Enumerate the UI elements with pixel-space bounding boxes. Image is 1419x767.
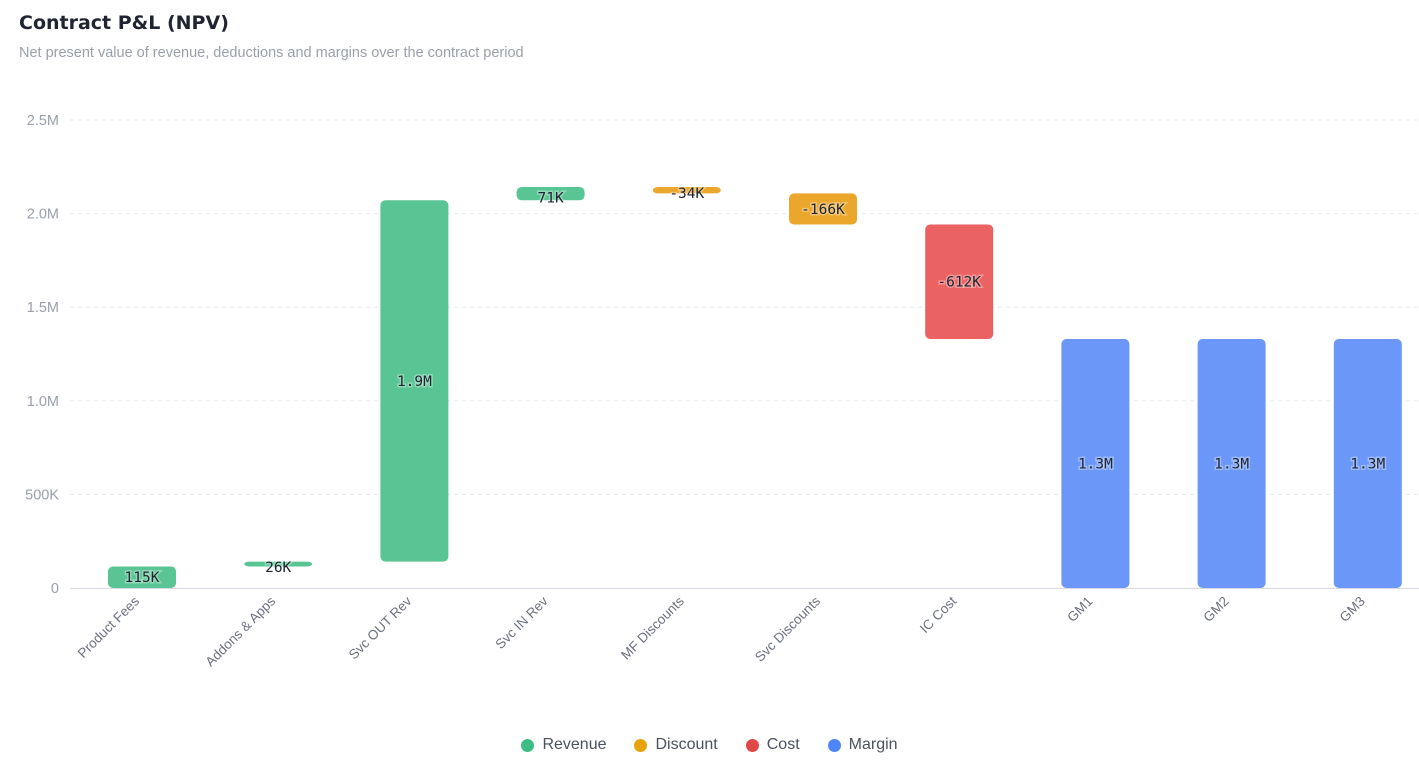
legend-item-cost[interactable]: Cost bbox=[745, 736, 800, 754]
grid-lines bbox=[70, 119, 1419, 589]
x-tick-label: MF Discounts bbox=[618, 593, 687, 662]
bar-value-label: 115K bbox=[125, 570, 160, 586]
legend-label-cost: Cost bbox=[766, 736, 800, 753]
bar-value-label: 1.9M bbox=[397, 374, 432, 390]
chart-subtitle: Net present value of revenue, deductions… bbox=[19, 45, 524, 61]
y-tick-label: 1.5M bbox=[27, 300, 59, 316]
legend-swatch-discount bbox=[634, 738, 648, 752]
bar-gm1[interactable] bbox=[1061, 339, 1130, 588]
bar-value-label: -612K bbox=[937, 275, 981, 291]
legend-label-margin: Margin bbox=[848, 736, 898, 753]
bar-svc-discounts[interactable] bbox=[789, 193, 857, 225]
y-axis: 0 500K 1.0M 1.5M 2.0M 2.5M bbox=[25, 113, 59, 597]
legend-item-discount[interactable]: Discount bbox=[634, 736, 718, 754]
bar-gm2[interactable] bbox=[1197, 339, 1266, 588]
x-tick-label: GM2 bbox=[1200, 594, 1231, 625]
x-tick-label: GM3 bbox=[1337, 594, 1368, 625]
bar-svc-in-rev[interactable] bbox=[516, 187, 585, 201]
bar-value-label: 26K bbox=[265, 560, 291, 576]
bar-value-label: 1.3M bbox=[1214, 457, 1249, 473]
legend-label-discount: Discount bbox=[655, 736, 718, 753]
x-tick-label: Svc OUT Rev bbox=[346, 593, 415, 662]
x-tick-label: Product Fees bbox=[75, 593, 143, 661]
bar-value-label: -34K bbox=[669, 186, 704, 202]
bars: 115K 26K 1.9M 71K -34K -166K -612K 1.3M 1.3M 1.3M bbox=[108, 185, 1402, 588]
bar-svc-out-rev[interactable] bbox=[380, 200, 449, 562]
x-tick-label: GM1 bbox=[1064, 594, 1095, 625]
legend-item-margin[interactable]: Margin bbox=[827, 736, 898, 754]
legend-swatch-margin bbox=[827, 738, 841, 752]
bar-value-label: 1.3M bbox=[1350, 457, 1385, 473]
waterfall-chart: 0 500K 1.0M 1.5M 2.0M 2.5M 115K 26K 1.9M 71K -34K… bbox=[25, 113, 1419, 669]
x-tick-label: IC Cost bbox=[917, 593, 960, 636]
y-tick-label: 0 bbox=[51, 581, 59, 597]
x-axis: Product Fees Addons & Apps Svc OUT Rev Svc … bbox=[75, 593, 1368, 669]
bar-value-label: -166K bbox=[801, 202, 845, 218]
legend-item-revenue[interactable]: Revenue bbox=[521, 736, 606, 754]
x-tick-label: Addons & Apps bbox=[202, 593, 278, 669]
legend-swatch-revenue bbox=[521, 738, 535, 752]
bar-value-label: 71K bbox=[537, 191, 563, 207]
legend-swatch-cost bbox=[745, 738, 759, 752]
chart-title: Contract P&L (NPV) bbox=[19, 12, 229, 34]
bar-product-fees[interactable] bbox=[108, 566, 176, 588]
y-tick-label: 2.0M bbox=[27, 207, 59, 223]
legend-label-revenue: Revenue bbox=[542, 736, 607, 753]
bar-mf-discounts[interactable] bbox=[652, 187, 721, 194]
y-tick-label: 1.0M bbox=[27, 394, 59, 410]
bar-value-label: 1.3M bbox=[1078, 457, 1113, 473]
bar-gm3[interactable] bbox=[1333, 339, 1402, 588]
y-tick-label: 2.5M bbox=[27, 113, 59, 129]
x-tick-label: Svc Discounts bbox=[752, 593, 823, 664]
y-tick-label: 500K bbox=[25, 487, 59, 503]
bar-addons-apps[interactable] bbox=[244, 561, 313, 567]
bar-ic-cost[interactable] bbox=[925, 224, 994, 340]
x-tick-label: Svc IN Rev bbox=[492, 593, 551, 652]
legend: Revenue Discount Cost Margin bbox=[0, 736, 1419, 754]
